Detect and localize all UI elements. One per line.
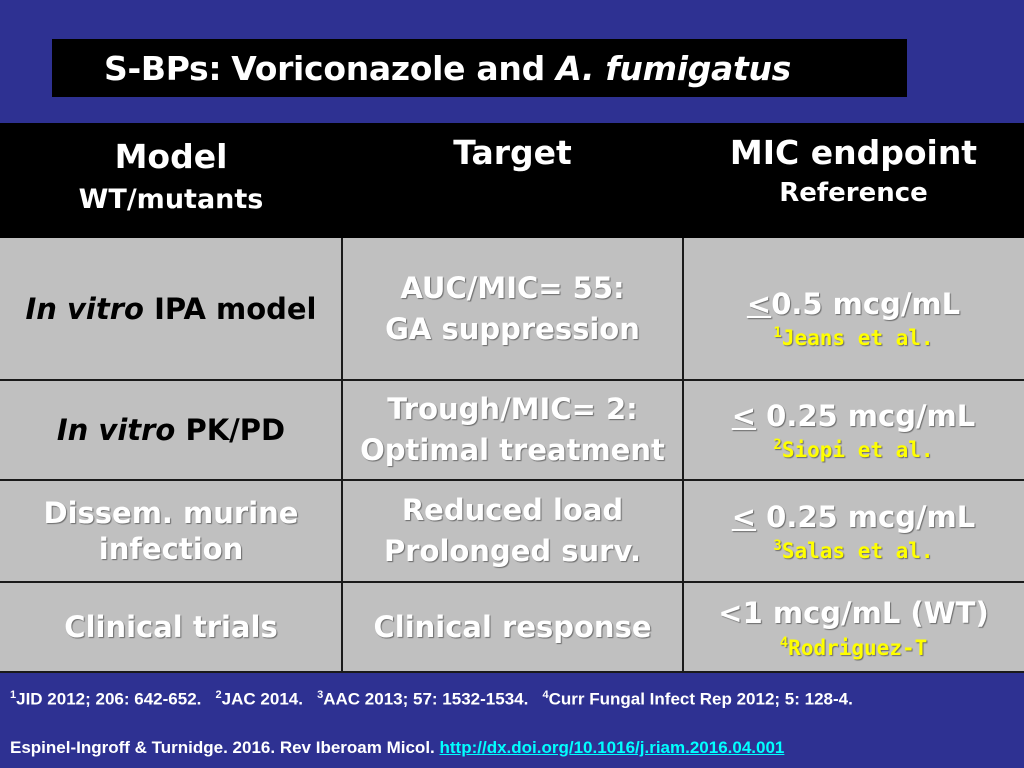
row2-mic-val: 0.25 mcg/mL: [756, 398, 976, 433]
column-divider: [341, 238, 343, 673]
row4-target-text: Clinical response: [373, 610, 652, 645]
header-target: Target: [342, 123, 683, 238]
row3-model-l1: Dissem. murine: [43, 495, 299, 530]
row4-mic-text: <1 mcg/mL (WT): [718, 596, 989, 631]
row1-target-l1: AUC/MIC= 55:: [400, 271, 625, 306]
table-row: Dissem. murine infection Reduced load Pr…: [0, 480, 1024, 582]
row3-target-l2: Prolonged surv.: [383, 534, 642, 568]
row1-target: AUC/MIC= 55: GA suppression: [342, 238, 683, 380]
row3-ref-text: Salas et al.: [781, 539, 934, 564]
footnote-3-num: 3: [317, 689, 324, 701]
row2-target-l1: Trough/MIC= 2:: [387, 392, 638, 427]
row4-model: Clinical trials: [0, 582, 342, 673]
row3-mic-sym: <: [731, 499, 757, 534]
row1-mic-sym: <: [746, 286, 772, 321]
row4-ref-text: Rodriguez-T: [788, 635, 928, 660]
row1-mic-val: 0.5 mcg/mL: [771, 286, 961, 321]
row2-ref-num: 2: [773, 437, 782, 454]
row-divider: [0, 581, 1024, 583]
footnotes: 1JID 2012; 206: 642-652. 2JAC 2014. 3AAC…: [10, 689, 853, 710]
footnote-4-num: 4: [542, 689, 549, 701]
table-row: Clinical trials Clinical response <1 mcg…: [0, 582, 1024, 673]
citation-text: Espinel-Ingroff & Turnidge. 2016. Rev Ib…: [10, 738, 435, 757]
row2-mic: < 0.25 mcg/mL 2Siopi et al.: [683, 380, 1024, 480]
row2-model: In vitro PK/PD: [0, 380, 342, 480]
row4-ref-num: 4: [779, 634, 789, 651]
row4-model-text: Clinical trials: [64, 610, 278, 645]
row4-target: Clinical response: [342, 582, 683, 673]
row2-mic-sym: <: [731, 398, 757, 433]
title-prefix: S-BPs:: [104, 48, 222, 88]
footnote-4: Curr Fungal Infect Rep 2012; 5: 128-4.: [548, 689, 853, 709]
breakpoints-table: Model WT/mutants Target MIC endpoint Ref…: [0, 123, 1024, 673]
row-divider: [0, 671, 1024, 673]
row1-target-l2: GA suppression: [385, 312, 640, 346]
row-divider: [0, 379, 1024, 381]
row3-model: Dissem. murine infection: [0, 480, 342, 582]
citation: Espinel-Ingroff & Turnidge. 2016. Rev Ib…: [10, 738, 784, 758]
row1-ref-text: Jeans et al.: [781, 326, 934, 351]
table-header: Model WT/mutants Target MIC endpoint Ref…: [0, 123, 1024, 238]
row1-model-italic: In vitro: [25, 291, 144, 326]
row3-ref-num: 3: [773, 538, 782, 555]
row2-target: Trough/MIC= 2: Optimal treatment: [342, 380, 683, 480]
table-row: In vitro IPA model AUC/MIC= 55: GA suppr…: [0, 238, 1024, 380]
header-model-sub: WT/mutants: [78, 184, 264, 215]
header-model: Model WT/mutants: [0, 123, 342, 238]
slide-title: S-BPs: Voriconazole and A. fumigatus: [52, 39, 907, 97]
row2-model-rest: PK/PD: [175, 412, 286, 447]
row2-model-italic: In vitro: [56, 412, 176, 447]
row3-target-l1: Reduced load: [401, 493, 624, 528]
row1-model-rest: IPA model: [143, 291, 317, 326]
header-mic-sub: Reference: [779, 178, 928, 208]
row-divider: [0, 479, 1024, 481]
row2-ref-text: Siopi et al.: [781, 438, 934, 463]
row1-mic: <0.5 mcg/mL 1Jeans et al.: [683, 238, 1024, 380]
row3-mic: < 0.25 mcg/mL 3Salas et al.: [683, 480, 1024, 582]
row2-target-l2: Optimal treatment: [360, 433, 665, 467]
header-target-label: Target: [453, 133, 572, 172]
row4-mic: <1 mcg/mL (WT) 4Rodriguez-T: [683, 582, 1024, 673]
row3-ref: 3Salas et al.: [773, 537, 933, 565]
row1-ref-num: 1: [773, 325, 782, 342]
footnote-3: AAC 2013; 57: 1532-1534.: [323, 689, 529, 709]
footnote-2-num: 2: [215, 689, 222, 701]
title-main: Voriconazole and: [231, 48, 557, 88]
row1-ref: 1Jeans et al.: [773, 324, 933, 352]
doi-link[interactable]: http://dx.doi.org/10.1016/j.riam.2016.04…: [439, 738, 785, 757]
table-row: In vitro PK/PD Trough/MIC= 2: Optimal tr…: [0, 380, 1024, 480]
header-model-label: Model: [114, 137, 228, 176]
row3-target: Reduced load Prolonged surv.: [342, 480, 683, 582]
title-italic: A. fumigatus: [556, 48, 792, 88]
row1-model: In vitro IPA model: [0, 238, 342, 380]
row3-model-l2: infection: [98, 532, 244, 566]
header-mic-label: MIC endpoint: [729, 133, 978, 172]
row3-mic-val: 0.25 mcg/mL: [756, 499, 976, 534]
column-divider: [682, 238, 684, 673]
header-mic: MIC endpoint Reference: [683, 123, 1024, 238]
row4-ref: 4Rodriguez-T: [780, 634, 928, 662]
footnote-1: JID 2012; 206: 642-652.: [16, 689, 202, 709]
row2-ref: 2Siopi et al.: [773, 436, 933, 464]
footnote-2: JAC 2014.: [221, 689, 303, 709]
footnote-1-num: 1: [10, 689, 17, 701]
